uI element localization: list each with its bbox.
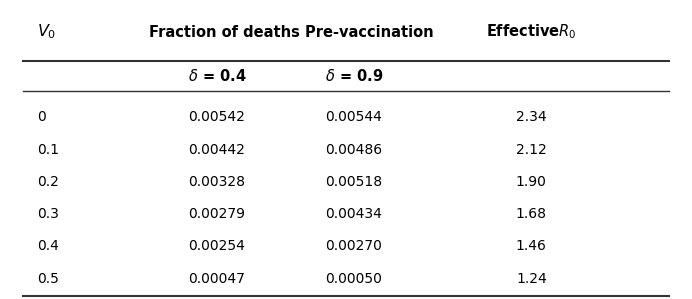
Text: Fraction of deaths Pre-vaccination: Fraction of deaths Pre-vaccination — [149, 25, 433, 40]
Text: 0.2: 0.2 — [37, 175, 59, 189]
Text: 0.00270: 0.00270 — [325, 239, 382, 253]
Text: Effective$R_0$: Effective$R_0$ — [486, 23, 576, 42]
Text: 0.5: 0.5 — [37, 271, 59, 286]
Text: 0.00486: 0.00486 — [325, 143, 383, 156]
Text: 0.00279: 0.00279 — [188, 207, 245, 221]
Text: 1.90: 1.90 — [516, 175, 547, 189]
Text: 1.68: 1.68 — [516, 207, 547, 221]
Text: 0.00047: 0.00047 — [188, 271, 245, 286]
Text: 0.00434: 0.00434 — [325, 207, 382, 221]
Text: 0.3: 0.3 — [37, 207, 59, 221]
Text: 2.12: 2.12 — [516, 143, 547, 156]
Text: 1.46: 1.46 — [516, 239, 547, 253]
Text: $\mathit{V}_0$: $\mathit{V}_0$ — [37, 23, 56, 42]
Text: 0.4: 0.4 — [37, 239, 59, 253]
Text: 0: 0 — [37, 110, 46, 124]
Text: 0.00544: 0.00544 — [325, 110, 382, 124]
Text: 0.00328: 0.00328 — [188, 175, 245, 189]
Text: 1.24: 1.24 — [516, 271, 547, 286]
Text: $\delta$ = 0.4: $\delta$ = 0.4 — [188, 68, 247, 84]
Text: 0.00254: 0.00254 — [188, 239, 245, 253]
Text: 0.00518: 0.00518 — [325, 175, 383, 189]
Text: 0.00542: 0.00542 — [188, 110, 245, 124]
Text: 0.00050: 0.00050 — [325, 271, 382, 286]
Text: 0.00442: 0.00442 — [188, 143, 245, 156]
Text: $\delta$ = 0.9: $\delta$ = 0.9 — [325, 68, 384, 84]
Text: 2.34: 2.34 — [516, 110, 547, 124]
Text: 0.1: 0.1 — [37, 143, 59, 156]
